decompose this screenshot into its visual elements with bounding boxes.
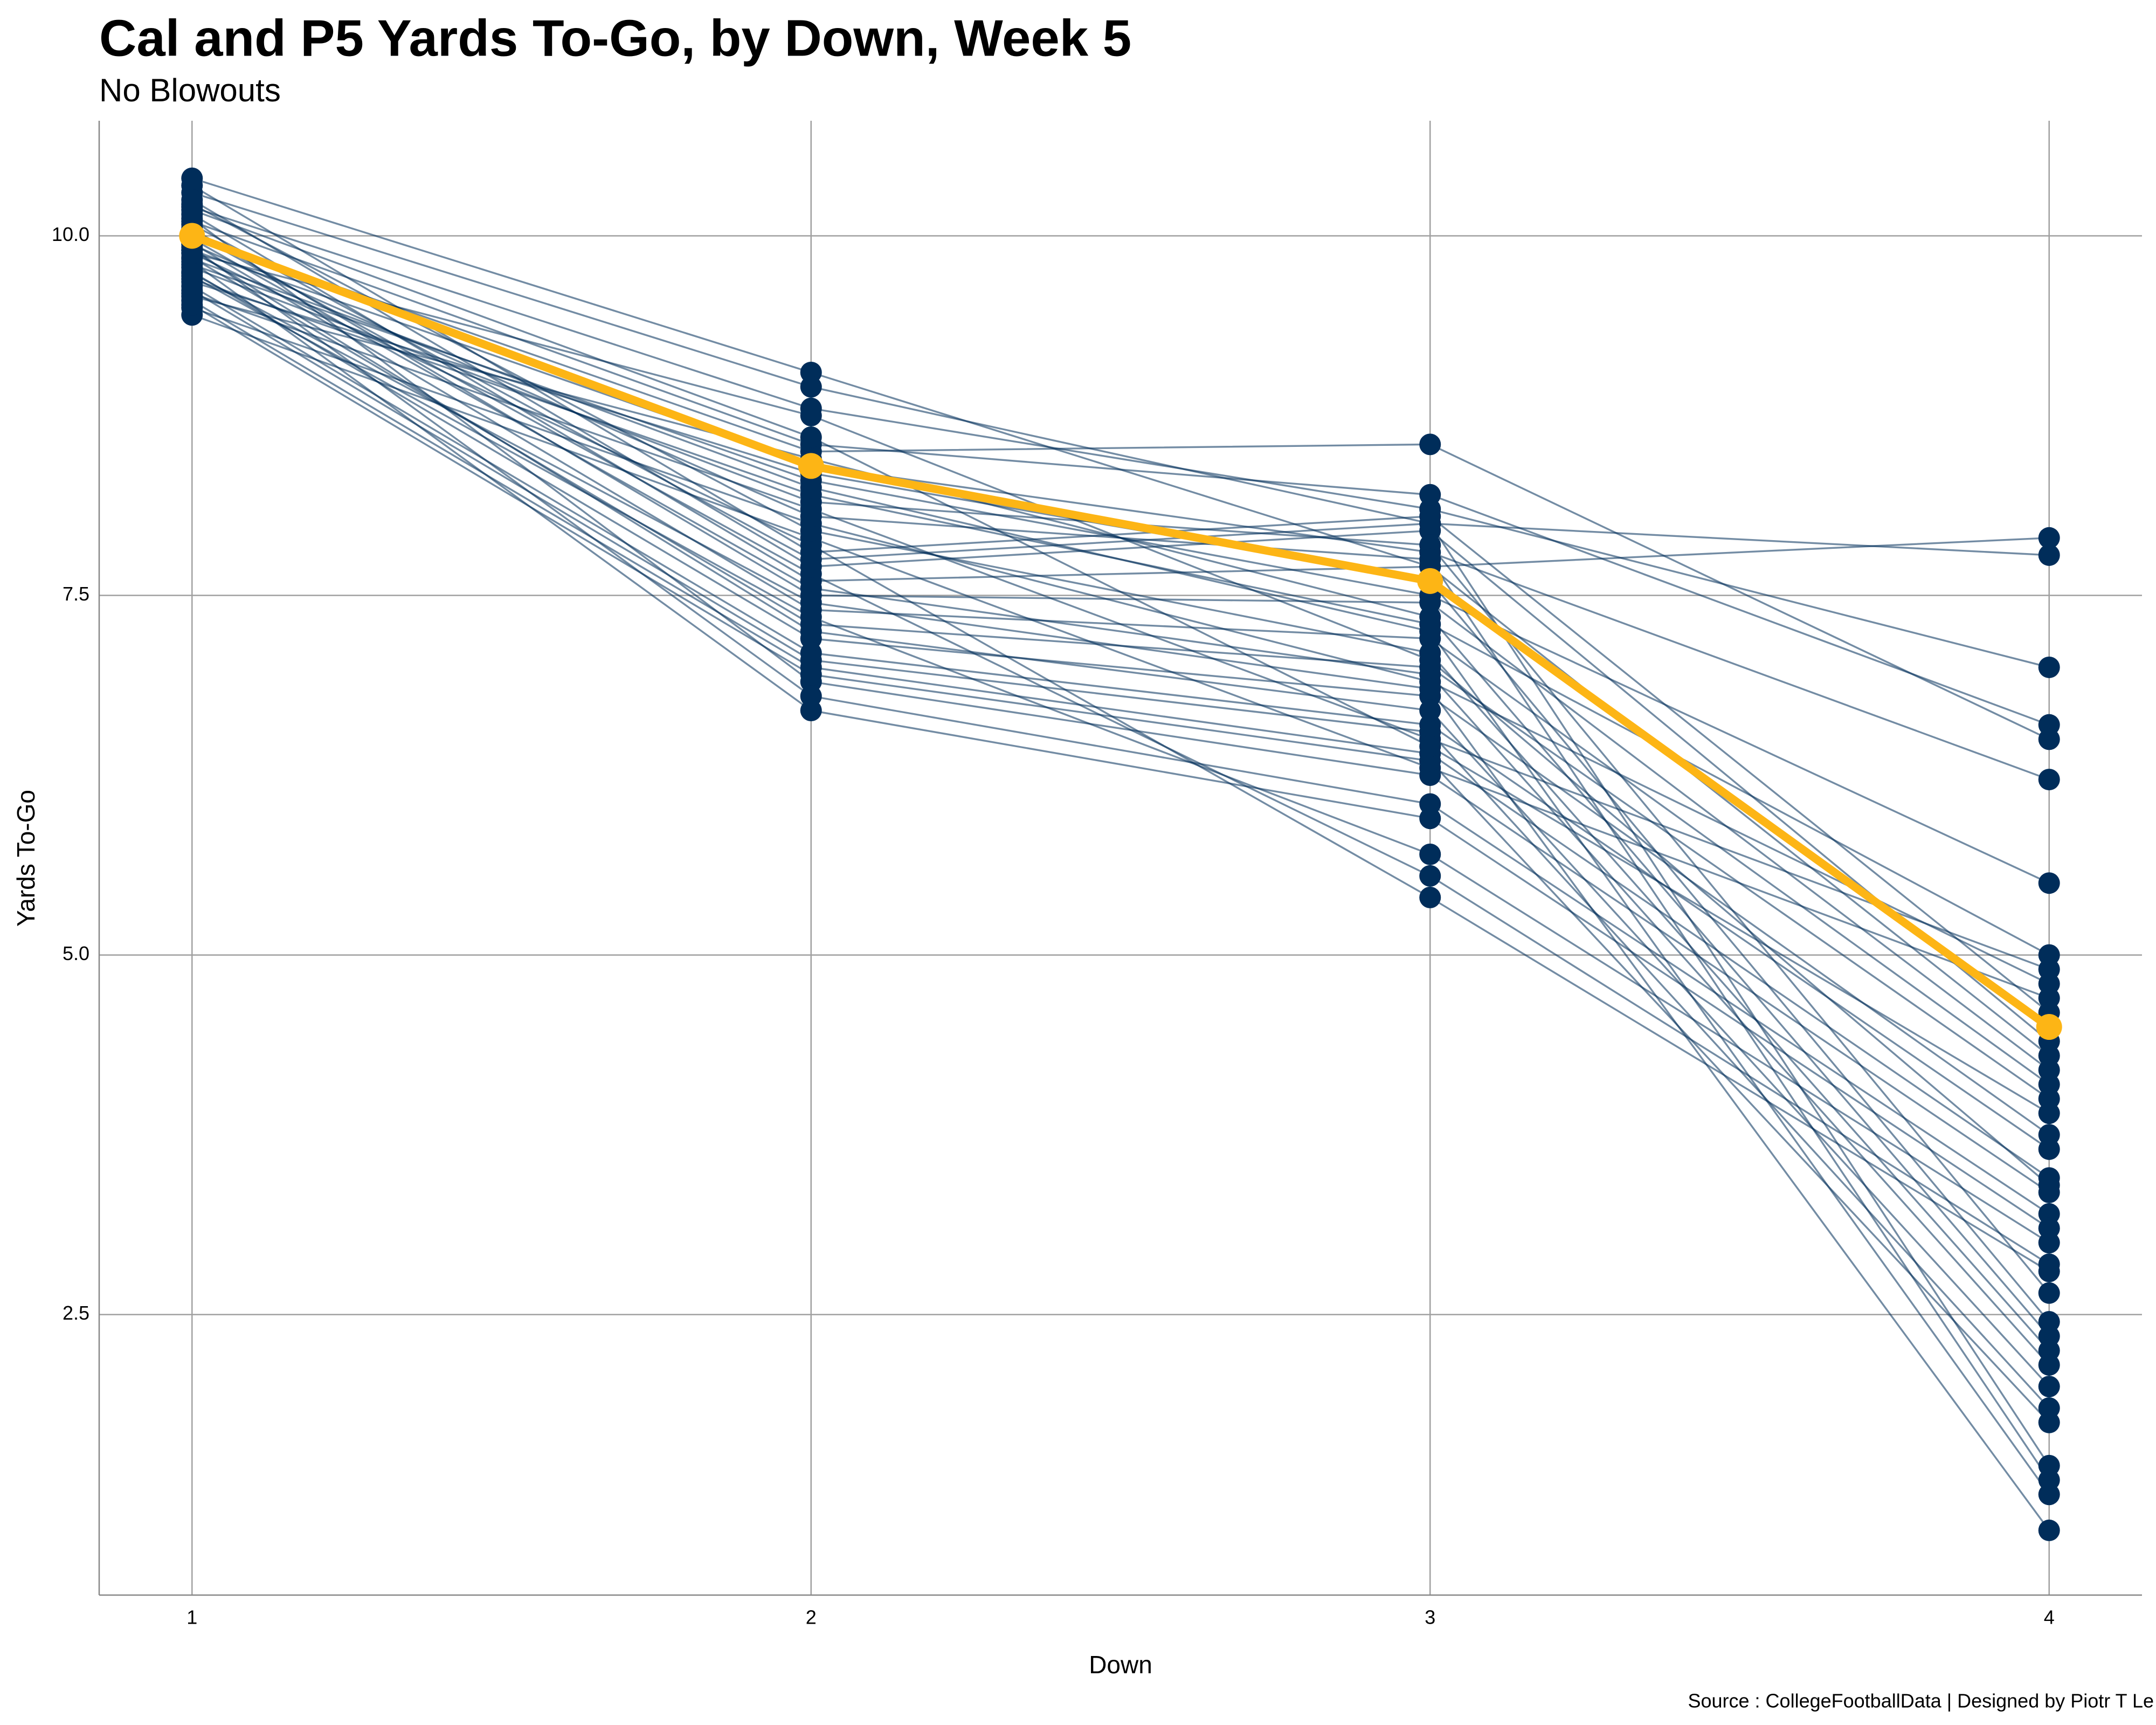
series-line	[191, 242, 2050, 1086]
point	[2038, 1102, 2060, 1124]
series-line	[191, 223, 2050, 1466]
series-line	[191, 227, 2050, 1071]
point	[181, 262, 203, 284]
point	[1419, 886, 1441, 908]
point	[1419, 700, 1441, 721]
series-line	[191, 246, 2050, 1215]
point	[181, 199, 203, 221]
highlight-point	[2036, 1014, 2062, 1040]
point	[800, 548, 822, 570]
series-line	[191, 249, 2050, 1388]
point	[1419, 548, 1441, 570]
series-line	[191, 307, 2050, 985]
y-tick-label: 2.5	[63, 1302, 89, 1324]
y-axis-title: Yards To-Go	[12, 790, 40, 927]
series-line	[191, 289, 2050, 1409]
point	[1419, 433, 1441, 456]
point	[181, 242, 203, 264]
chart-title: Cal and P5 Yards To-Go, by Down, Week 5	[99, 9, 1131, 67]
series-line	[191, 252, 2050, 1186]
caption: Source : CollegeFootballData | Designed …	[1688, 1690, 2154, 1712]
series-line	[191, 304, 2050, 1423]
series-line	[191, 184, 2050, 1013]
x-tick-label: 4	[2044, 1606, 2055, 1629]
point	[2038, 1174, 2060, 1196]
point	[2038, 1354, 2060, 1376]
point	[800, 620, 822, 643]
highlight-point	[1417, 568, 1443, 594]
y-tick-label: 7.5	[63, 583, 89, 605]
point	[2038, 872, 2060, 894]
series-line	[191, 314, 2050, 999]
point	[2038, 1484, 2060, 1506]
point	[2038, 1138, 2060, 1160]
chart-subtitle: No Blowouts	[99, 72, 281, 108]
point	[800, 664, 822, 686]
point	[800, 591, 822, 613]
series-line	[191, 213, 2050, 1057]
point	[800, 426, 822, 448]
point	[2038, 1282, 2060, 1304]
highlight-line	[190, 232, 2052, 1031]
y-tick-label: 10.0	[52, 223, 89, 245]
series-line	[191, 261, 2050, 1230]
series-line	[191, 199, 2050, 1043]
point	[1419, 678, 1441, 700]
point	[800, 700, 822, 721]
point	[1419, 620, 1441, 643]
x-axis-title: Down	[1089, 1651, 1152, 1679]
highlight-point	[179, 223, 205, 249]
point	[2038, 769, 2060, 791]
series-line	[191, 191, 2049, 556]
series-line	[191, 258, 2050, 1495]
point	[2038, 1519, 2060, 1541]
point	[2038, 656, 2060, 678]
series-line	[191, 232, 2050, 1265]
series-line	[191, 220, 2050, 726]
point	[2038, 728, 2060, 750]
point	[2038, 1411, 2060, 1433]
series-line	[191, 285, 2050, 1150]
series-line	[191, 300, 2050, 1179]
series-line	[191, 249, 2050, 781]
series-line	[191, 218, 2050, 1193]
y-tick-label: 5.0	[63, 942, 89, 964]
point	[2038, 1376, 2060, 1398]
point	[2038, 1232, 2060, 1254]
point	[181, 294, 203, 316]
point	[2038, 1260, 2060, 1282]
series-line	[191, 271, 2050, 1136]
highlight-point	[798, 453, 824, 479]
x-tick-label: 3	[1425, 1606, 1435, 1629]
series-line	[191, 252, 2050, 1273]
x-tick-label: 1	[186, 1606, 197, 1629]
point	[800, 405, 822, 426]
point	[1419, 513, 1441, 535]
series-line	[191, 209, 2050, 1114]
series-line	[191, 272, 2050, 1531]
point	[800, 477, 822, 499]
series-line	[191, 234, 2050, 740]
point	[2038, 544, 2060, 566]
point	[1419, 808, 1441, 830]
point	[1419, 484, 1441, 506]
point	[1419, 865, 1441, 887]
series-line	[191, 278, 2050, 956]
x-tick-label: 2	[806, 1606, 817, 1629]
point	[1419, 735, 1441, 757]
point	[800, 505, 822, 527]
series-line	[191, 206, 2050, 668]
point	[1419, 843, 1441, 865]
point	[800, 376, 822, 398]
point	[2038, 527, 2060, 549]
point	[1419, 649, 1441, 671]
